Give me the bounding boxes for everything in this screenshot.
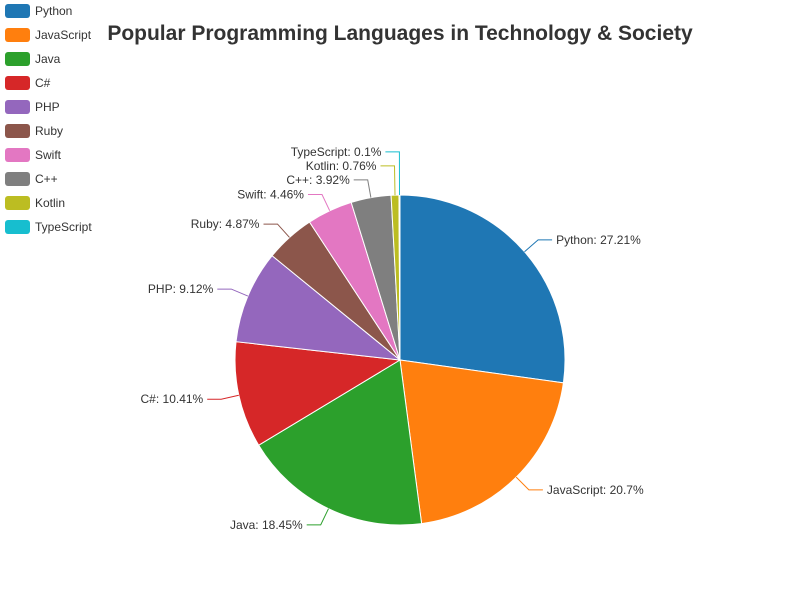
leader-line-ruby	[263, 223, 290, 238]
legend-swatch	[5, 100, 30, 114]
slice-label-kotlin: Kotlin: 0.76%	[306, 159, 377, 173]
legend-label: PHP	[35, 100, 60, 114]
legend-label: Python	[35, 4, 72, 18]
legend-swatch	[5, 172, 30, 186]
slice-label-typescript: TypeScript: 0.1%	[291, 145, 382, 159]
slice-csharp[interactable]	[234, 341, 402, 446]
legend-swatch	[5, 148, 30, 162]
leader-line-typescript	[385, 151, 400, 196]
leader-line-csharp	[207, 394, 239, 400]
legend-swatch	[5, 28, 30, 42]
slice-python[interactable]	[399, 194, 566, 384]
slice-label-ruby: Ruby: 4.87%	[191, 217, 260, 231]
pie-slices	[234, 194, 566, 526]
leader-line-javascript	[515, 476, 543, 491]
legend-item-python[interactable]: Python	[5, 4, 72, 18]
slice-label-javascript: JavaScript: 20.7%	[547, 483, 644, 497]
slice-php[interactable]	[235, 255, 402, 361]
legend-item-java[interactable]: Java	[5, 52, 61, 66]
legend-item-swift[interactable]: Swift	[5, 148, 62, 162]
legend: Python JavaScript Java C# PHP Ruby Swift C++ Kot…	[5, 4, 92, 234]
leader-line-swift	[308, 194, 331, 211]
legend-label: TypeScript	[35, 220, 92, 234]
legend-item-ruby[interactable]: Ruby	[5, 124, 63, 138]
legend-item-kotlin[interactable]: Kotlin	[5, 196, 65, 210]
chart-title: Popular Programming Languages in Technol…	[107, 22, 693, 45]
legend-swatch	[5, 220, 30, 234]
legend-swatch	[5, 196, 30, 210]
legend-item-csharp[interactable]: C#	[5, 76, 51, 90]
legend-label: C#	[35, 76, 51, 90]
legend-label: JavaScript	[35, 28, 92, 42]
legend-item-php[interactable]: PHP	[5, 100, 60, 114]
leader-line-cpp	[353, 179, 372, 198]
slice-label-cpp: C++: 3.92%	[286, 173, 350, 187]
slice-label-csharp: C#: 10.41%	[141, 392, 204, 406]
legend-item-javascript[interactable]: JavaScript	[5, 28, 92, 42]
slice-label-php: PHP: 9.12%	[148, 282, 214, 296]
legend-item-typescript[interactable]: TypeScript	[5, 220, 92, 234]
legend-swatch	[5, 52, 30, 66]
legend-label: C++	[35, 172, 58, 186]
legend-label: Kotlin	[35, 196, 65, 210]
legend-swatch	[5, 76, 30, 90]
leader-line-java	[306, 508, 329, 526]
leader-line-python	[524, 239, 553, 253]
slice-javascript[interactable]	[399, 359, 564, 525]
slice-labels: Python: 27.21% JavaScript: 20.7% Java: 18.…	[141, 145, 644, 532]
legend-label: Swift	[35, 148, 62, 162]
leader-line-kotlin	[380, 165, 396, 196]
slice-label-swift: Swift: 4.46%	[237, 187, 304, 201]
slice-label-python: Python: 27.21%	[556, 233, 641, 247]
legend-item-cpp[interactable]: C++	[5, 172, 58, 186]
slice-label-java: Java: 18.45%	[230, 518, 303, 532]
legend-swatch	[5, 4, 30, 18]
legend-swatch	[5, 124, 30, 138]
legend-label: Ruby	[35, 124, 63, 138]
leader-line-php	[217, 288, 249, 297]
legend-label: Java	[35, 52, 61, 66]
